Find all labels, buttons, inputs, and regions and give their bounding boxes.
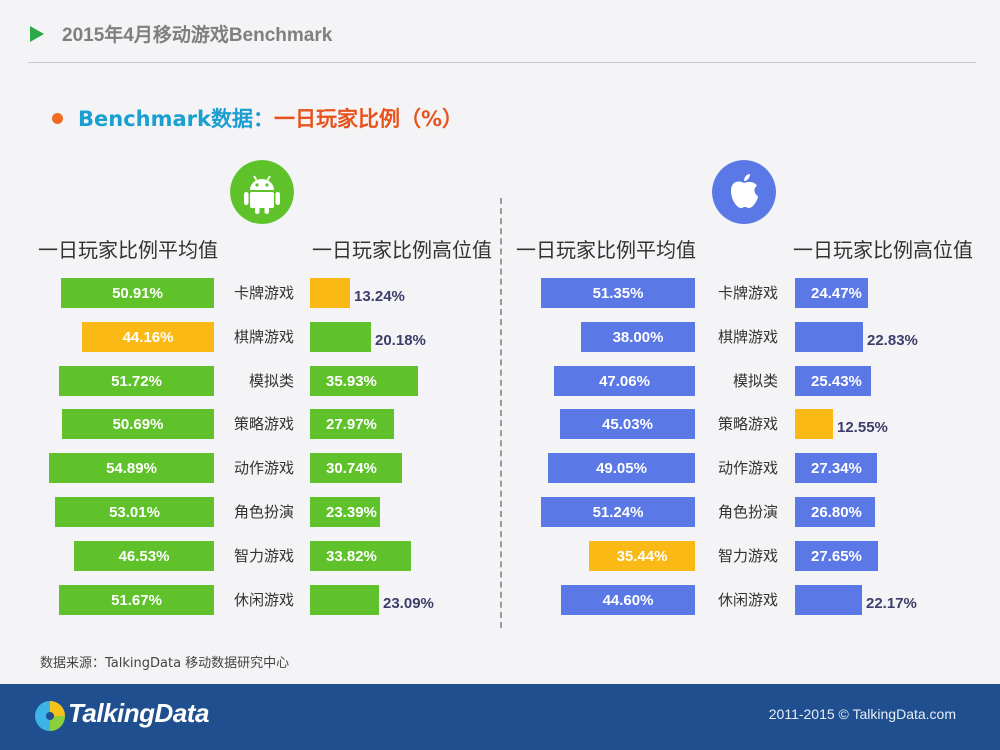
ios-high-value-label: 25.43% bbox=[811, 372, 862, 390]
android-category-label: 休闲游戏 bbox=[233, 591, 294, 609]
ios-avg-bar: 44.60% bbox=[561, 585, 695, 615]
data-source: 数据来源：TalkingData 移动数据研究中心 bbox=[40, 656, 290, 671]
android-avg-value-label: 46.53% bbox=[118, 547, 170, 565]
subtitle-prefix: Benchmark数据： bbox=[78, 107, 274, 131]
ios-high-bar: 27.65% bbox=[795, 541, 878, 571]
ios-high-bar: 24.47% bbox=[795, 278, 868, 308]
android-avg-bar: 50.69% bbox=[62, 409, 214, 439]
android-high-value-label: 27.97% bbox=[326, 415, 377, 433]
android-category-label: 策略游戏 bbox=[233, 415, 294, 433]
android-high-value-label: 35.93% bbox=[326, 372, 377, 390]
ios-avg-value-label: 38.00% bbox=[612, 328, 664, 346]
ios-avg-bar: 49.05% bbox=[548, 453, 695, 483]
ios-avg-bar: 47.06% bbox=[554, 366, 695, 396]
android-avg-bar: 51.67% bbox=[59, 585, 214, 615]
android-avg-bar: 50.91% bbox=[61, 278, 214, 308]
ios-avg-value-label: 35.44% bbox=[616, 547, 668, 565]
ios-high-value-label: 24.47% bbox=[811, 284, 862, 302]
android-avg-value-label: 54.89% bbox=[106, 459, 157, 477]
ios-high-value-label: 26.80% bbox=[811, 503, 862, 521]
subtitle-main: 一日玩家比例（%） bbox=[273, 107, 464, 131]
android-high-value-label: 23.39% bbox=[326, 503, 377, 521]
ios-high-bar bbox=[795, 322, 863, 352]
ios-avg-bar: 35.44% bbox=[589, 541, 695, 571]
android-avg-bar: 46.53% bbox=[74, 541, 214, 571]
ios-category-label: 休闲游戏 bbox=[717, 591, 778, 609]
ios-high-heading: 一日玩家比例高位值 bbox=[793, 238, 973, 262]
android-category-label: 角色扮演 bbox=[233, 503, 294, 521]
android-high-bar bbox=[310, 322, 371, 352]
android-avg-value-label: 51.72% bbox=[111, 372, 162, 390]
android-high-value-label: 23.09% bbox=[383, 595, 434, 612]
ios-category-label: 卡牌游戏 bbox=[717, 284, 778, 302]
talkingdata-logo-icon bbox=[35, 701, 65, 731]
ios-avg-heading: 一日玩家比例平均值 bbox=[516, 238, 696, 262]
ios-category-label: 角色扮演 bbox=[717, 503, 778, 521]
ios-category-label: 动作游戏 bbox=[717, 459, 778, 477]
android-avg-bar: 51.72% bbox=[59, 366, 214, 396]
ios-category-label: 模拟类 bbox=[732, 372, 778, 390]
ios-avg-value-label: 51.35% bbox=[592, 284, 644, 302]
android-avg-heading: 一日玩家比例平均值 bbox=[38, 238, 218, 262]
android-high-bar: 27.97% bbox=[310, 409, 394, 439]
android-high-bar: 30.74% bbox=[310, 453, 402, 483]
ios-avg-value-label: 49.05% bbox=[596, 459, 647, 477]
ios-high-bar: 25.43% bbox=[795, 366, 871, 396]
android-high-bar bbox=[310, 278, 350, 308]
header-title: 2015年4月移动游戏Benchmark bbox=[62, 25, 333, 46]
ios-category-label: 智力游戏 bbox=[717, 547, 778, 565]
ios-avg-value-label: 51.24% bbox=[592, 503, 644, 521]
ios-category-label: 棋牌游戏 bbox=[717, 328, 778, 346]
android-avg-value-label: 50.91% bbox=[112, 284, 163, 302]
footer-bar: TalkingData 2011-2015 © TalkingData.com bbox=[0, 684, 1000, 750]
ios-avg-bar: 51.24% bbox=[541, 497, 695, 527]
ios-high-bar bbox=[795, 585, 862, 615]
footer-copyright: 2011-2015 © TalkingData.com bbox=[768, 706, 956, 722]
android-avg-bar: 54.89% bbox=[49, 453, 214, 483]
ios-high-value-label: 27.34% bbox=[811, 459, 862, 477]
header-divider bbox=[28, 62, 976, 63]
ios-high-bar: 27.34% bbox=[795, 453, 877, 483]
android-high-bar bbox=[310, 585, 379, 615]
android-high-bar: 33.82% bbox=[310, 541, 411, 571]
bullet-dot-icon bbox=[52, 113, 63, 124]
android-category-label: 动作游戏 bbox=[233, 459, 294, 477]
android-avg-bar: 53.01% bbox=[55, 497, 214, 527]
android-high-value-label: 33.82% bbox=[326, 547, 377, 565]
android-high-bar: 35.93% bbox=[310, 366, 418, 396]
ios-high-value-label: 12.55% bbox=[837, 419, 888, 436]
ios-avg-value-label: 45.03% bbox=[602, 415, 653, 433]
ios-high-value-label: 22.17% bbox=[866, 595, 917, 612]
android-high-value-label: 13.24% bbox=[354, 288, 405, 305]
ios-high-bar: 26.80% bbox=[795, 497, 875, 527]
play-arrow-icon bbox=[30, 26, 44, 42]
android-high-heading: 一日玩家比例高位值 bbox=[312, 238, 492, 262]
ios-avg-bar: 51.35% bbox=[541, 278, 695, 308]
ios-avg-value-label: 44.60% bbox=[602, 591, 654, 609]
android-category-label: 棋牌游戏 bbox=[233, 328, 294, 346]
chart-subtitle: Benchmark数据：一日玩家比例（%） bbox=[78, 103, 463, 133]
android-avg-value-label: 44.16% bbox=[122, 328, 174, 346]
ios-avg-bar: 38.00% bbox=[581, 322, 695, 352]
platform-divider bbox=[500, 198, 502, 628]
ios-category-label: 策略游戏 bbox=[717, 415, 778, 433]
android-avg-value-label: 51.67% bbox=[111, 591, 162, 609]
android-category-label: 卡牌游戏 bbox=[233, 284, 294, 302]
ios-high-value-label: 22.83% bbox=[867, 332, 918, 349]
android-avg-value-label: 50.69% bbox=[112, 415, 164, 433]
android-avg-bar: 44.16% bbox=[82, 322, 214, 352]
ios-avg-bar: 45.03% bbox=[560, 409, 695, 439]
ios-high-value-label: 27.65% bbox=[811, 547, 862, 565]
footer-logo-text: TalkingData bbox=[68, 698, 209, 728]
android-high-bar: 23.39% bbox=[310, 497, 380, 527]
android-category-label: 智力游戏 bbox=[233, 547, 294, 565]
android-icon bbox=[230, 160, 294, 224]
android-avg-value-label: 53.01% bbox=[109, 503, 160, 521]
ios-high-bar bbox=[795, 409, 833, 439]
ios-avg-value-label: 47.06% bbox=[599, 372, 650, 390]
android-category-label: 模拟类 bbox=[248, 372, 294, 390]
android-high-value-label: 20.18% bbox=[375, 332, 426, 349]
apple-icon bbox=[712, 160, 776, 224]
android-high-value-label: 30.74% bbox=[326, 459, 377, 477]
